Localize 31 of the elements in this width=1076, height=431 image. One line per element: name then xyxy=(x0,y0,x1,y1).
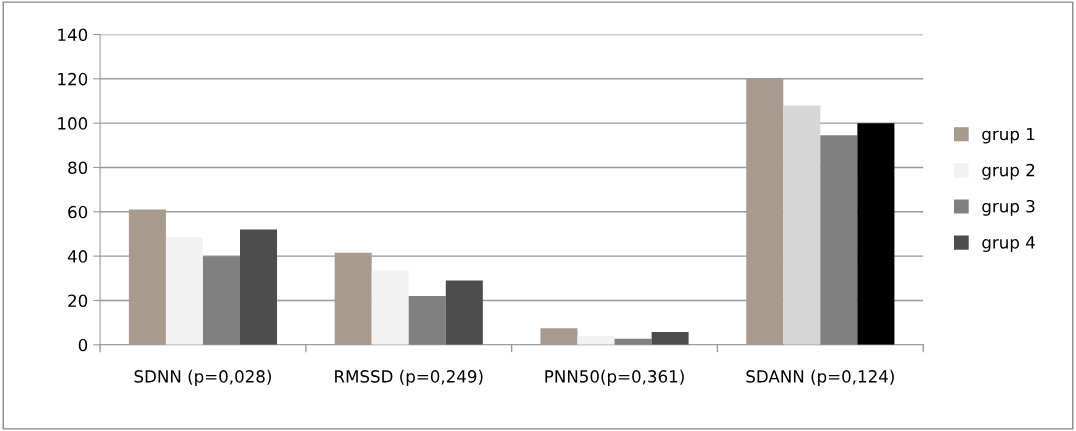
bar xyxy=(577,335,615,345)
y-tick-label: 0 xyxy=(78,338,88,352)
x-tick-label: SDNN (p=0,028) xyxy=(134,369,271,386)
bar xyxy=(445,280,483,345)
bar xyxy=(165,237,203,345)
x-tick-label: SDANN (p=0,124) xyxy=(746,369,894,386)
bar xyxy=(240,229,278,345)
bar xyxy=(202,256,240,345)
y-tick-label: 20 xyxy=(68,294,88,308)
bar xyxy=(746,78,784,345)
y-tick-label: 140 xyxy=(58,28,88,42)
legend-label: grup 4 xyxy=(982,236,1035,252)
bar xyxy=(783,105,821,345)
legend-label: grup 2 xyxy=(982,163,1035,180)
bar xyxy=(408,296,446,345)
y-tick-label: 120 xyxy=(58,72,88,86)
legend-label: grup 1 xyxy=(982,127,1035,144)
y-tick-label: 100 xyxy=(58,117,88,130)
bar xyxy=(334,252,372,345)
bar xyxy=(651,331,689,345)
x-tick-label: RMSSD (p=0,249) xyxy=(335,369,483,386)
legend-label: grup 3 xyxy=(982,199,1035,216)
bar xyxy=(371,270,409,345)
bar xyxy=(857,123,895,345)
y-tick-label: 80 xyxy=(68,161,88,175)
bar xyxy=(820,135,858,345)
y-tick-label: 40 xyxy=(67,250,88,263)
y-tick-label: 60 xyxy=(68,205,88,219)
bar xyxy=(128,209,166,345)
x-tick-label: PNN50(p=0,361) xyxy=(545,369,684,386)
bar xyxy=(540,328,578,345)
